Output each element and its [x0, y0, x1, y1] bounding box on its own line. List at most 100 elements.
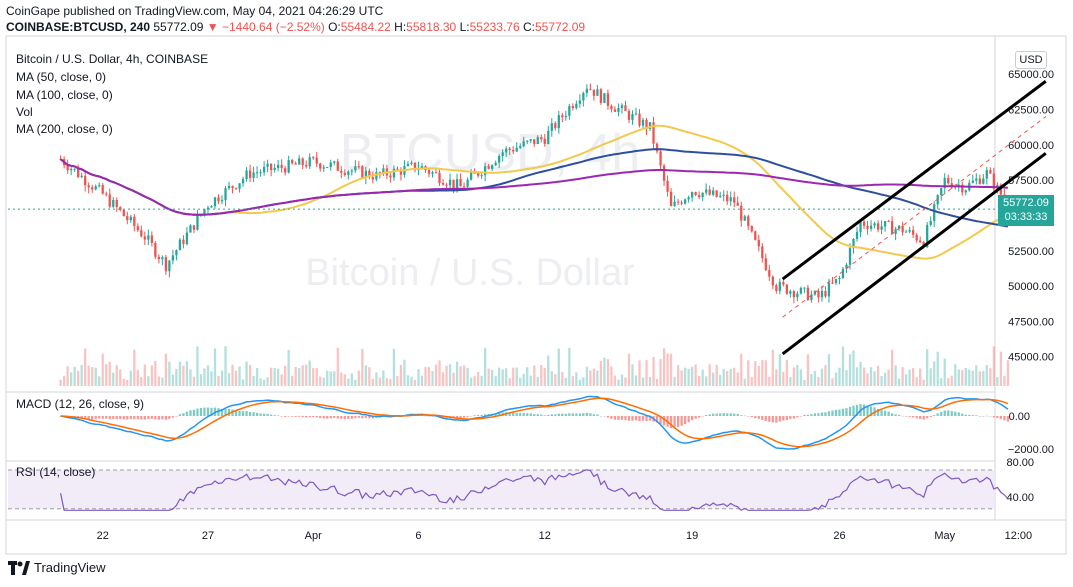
volume-bar	[105, 364, 108, 386]
macd-histogram-bar	[554, 414, 557, 416]
volume-bar	[740, 353, 743, 386]
volume-bar	[680, 370, 683, 386]
candle-body	[322, 167, 325, 169]
volume-bar	[154, 360, 157, 386]
candle-body	[764, 258, 767, 271]
macd-histogram-bar	[789, 416, 792, 420]
candle-body	[589, 88, 592, 90]
volume-bar	[564, 377, 567, 386]
volume-bar	[1003, 375, 1006, 386]
volume-bar	[890, 349, 894, 386]
candle-body	[627, 110, 631, 120]
macd-histogram-bar	[350, 416, 353, 419]
volume-bar	[269, 367, 273, 386]
volume-bar	[326, 370, 329, 386]
macd-histogram-bar	[287, 416, 290, 417]
macd-histogram-bar	[147, 416, 150, 419]
volume-bar	[245, 361, 248, 386]
macd-histogram-bar	[343, 416, 346, 420]
volume-bar	[217, 375, 220, 386]
macd-histogram-bar	[957, 412, 960, 416]
macd-histogram-bar	[178, 414, 182, 416]
candle-body	[617, 107, 620, 112]
candle-body	[645, 119, 648, 129]
volume-bar	[526, 367, 529, 386]
volume-bars	[59, 346, 1010, 386]
macd-histogram-bar	[806, 414, 810, 416]
volume-bar	[77, 370, 80, 386]
macd-histogram-bar	[94, 416, 97, 420]
candle-body	[676, 201, 680, 203]
macd-histogram-bar	[427, 416, 431, 417]
volume-bar	[712, 372, 715, 386]
volume-bar	[968, 369, 971, 386]
candle-body	[462, 186, 466, 188]
candle-body	[157, 256, 160, 260]
volume-bar	[126, 379, 129, 386]
volume-bar	[957, 369, 960, 386]
candle-body	[196, 215, 199, 230]
candle-body	[445, 184, 448, 186]
candle-body	[73, 168, 76, 170]
macd-histogram-bar	[740, 415, 743, 416]
macd-histogram-bar	[887, 411, 890, 416]
macd-histogram-bar	[462, 416, 466, 418]
macd-histogram-bar	[989, 415, 992, 417]
macd-histogram-bar	[996, 416, 999, 419]
volume-bar	[361, 348, 364, 386]
channel-midline	[782, 116, 1047, 318]
macd-histogram-bar	[101, 416, 104, 419]
macd-histogram-bar	[424, 415, 427, 417]
macd-histogram-bar	[203, 407, 206, 416]
candle-body	[252, 172, 255, 178]
macd-histogram-bar	[596, 414, 599, 416]
volume-bar	[329, 371, 332, 386]
tradingview-logo[interactable]: TradingView	[8, 560, 106, 575]
macd-histogram-bar	[736, 413, 739, 416]
candle-body	[596, 89, 599, 96]
volume-bar	[687, 368, 690, 386]
candle-body	[245, 170, 248, 180]
volume-bar	[785, 359, 788, 386]
macd-histogram-bar	[848, 406, 852, 416]
macd-histogram-bar	[908, 416, 911, 417]
candle-body	[729, 197, 732, 202]
macd-histogram-bar	[238, 410, 241, 416]
volume-bar	[912, 368, 915, 386]
macd-histogram-bar	[606, 416, 610, 418]
macd-histogram-bar	[940, 411, 943, 416]
candle-body	[571, 106, 574, 109]
macd-histogram-bar	[512, 412, 515, 416]
macd-histogram-bar	[894, 414, 897, 416]
macd-histogram-bar	[91, 416, 94, 420]
candle-body	[648, 122, 652, 129]
macd-histogram-bar	[206, 407, 210, 416]
volume-bar	[259, 378, 262, 386]
volume-bar	[757, 365, 760, 386]
candle-body	[434, 172, 438, 174]
candle-body	[943, 177, 946, 189]
currency-button[interactable]: USD	[1015, 51, 1047, 69]
candle-body	[655, 143, 659, 152]
volume-bar	[322, 377, 325, 386]
volume-bar	[171, 374, 175, 386]
macd-histogram-bar	[824, 412, 827, 416]
volume-bar	[926, 349, 929, 386]
candle-body	[834, 278, 838, 283]
macd-histogram-bar	[729, 413, 732, 416]
volume-bar	[880, 376, 883, 386]
volume-bar	[715, 364, 718, 386]
volume-bar	[631, 364, 634, 386]
candle-body	[371, 177, 375, 180]
candle-body	[585, 88, 589, 94]
candle-body	[897, 225, 901, 229]
candle-body	[599, 89, 603, 103]
volume-bar	[817, 376, 820, 386]
candle-body	[91, 187, 94, 190]
volume-bar	[585, 366, 589, 386]
candle-body	[392, 168, 396, 178]
volume-bar	[255, 367, 259, 386]
volume-bar	[729, 368, 732, 386]
candle-body	[592, 89, 596, 96]
